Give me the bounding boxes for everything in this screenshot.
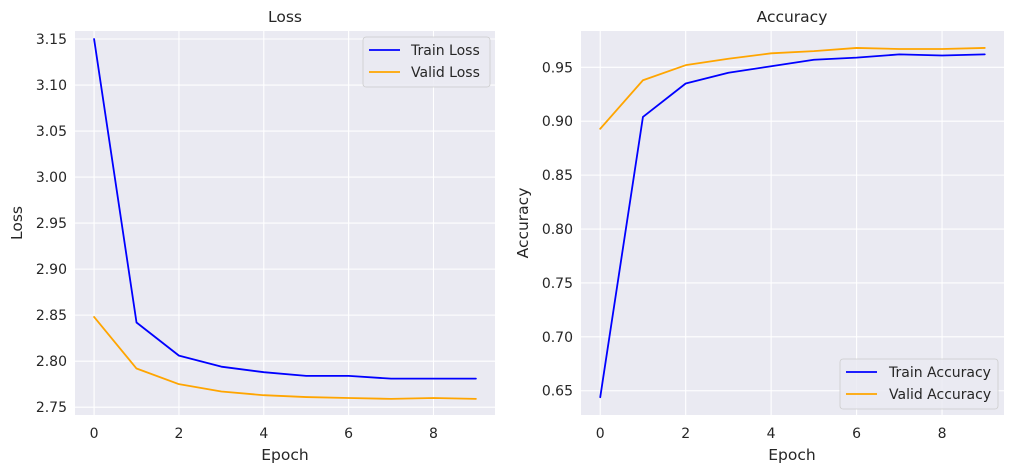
accuracy-x-tick-labels: 0 2 4 6 8 <box>596 426 947 442</box>
loss-legend-label-train: Train Loss <box>410 43 480 59</box>
accuracy-chart-title: Accuracy <box>757 8 828 26</box>
loss-x-tick-label: 4 <box>259 426 268 442</box>
accuracy-lines <box>599 47 986 399</box>
loss-legend: Train Loss Valid Loss <box>362 36 491 88</box>
accuracy-chart-panel: 0.65 0.70 0.75 0.80 0.85 0.90 0.95 0 2 4 6 8 Accur… <box>514 8 1004 464</box>
accuracy-y-tick-label: 0.90 <box>542 114 573 130</box>
loss-y-tick-label: 3.00 <box>36 170 67 186</box>
loss-y-axis-title: Loss <box>8 206 26 240</box>
accuracy-y-tick-label: 0.75 <box>542 276 573 292</box>
loss-y-tick-label: 2.80 <box>36 354 67 370</box>
accuracy-y-tick-label: 0.70 <box>542 330 573 346</box>
loss-series-line-train-loss <box>93 38 477 380</box>
accuracy-y-axis-title: Accuracy <box>514 188 532 259</box>
loss-chart-panel: 2.75 2.80 2.85 2.90 2.95 3.00 3.05 3.10 3.15 0 2 4… <box>8 8 495 464</box>
accuracy-y-tick-label: 0.65 <box>542 384 573 400</box>
loss-y-tick-labels: 2.75 2.80 2.85 2.90 2.95 3.00 3.05 3.10 3.15 <box>36 32 67 416</box>
accuracy-y-tick-label: 0.80 <box>542 222 573 238</box>
loss-y-tick-label: 2.90 <box>36 262 67 278</box>
accuracy-legend-box <box>839 358 999 410</box>
loss-y-tick-label: 3.05 <box>36 124 67 140</box>
accuracy-x-tick-label: 4 <box>767 426 776 442</box>
loss-y-tick-label: 3.10 <box>36 78 67 94</box>
accuracy-x-tick-label: 2 <box>681 426 690 442</box>
accuracy-y-tick-label: 0.95 <box>542 60 573 76</box>
loss-y-tick-label: 3.15 <box>36 32 67 48</box>
accuracy-x-axis-title: Epoch <box>768 446 815 464</box>
loss-y-tick-label: 2.85 <box>36 308 67 324</box>
loss-x-tick-label: 6 <box>344 426 353 442</box>
accuracy-legend-label-train: Train Accuracy <box>888 365 991 381</box>
loss-x-tick-label: 2 <box>174 426 183 442</box>
loss-lines <box>93 38 477 400</box>
loss-series-line-valid-loss <box>93 316 477 400</box>
accuracy-legend-label-valid: Valid Accuracy <box>889 387 991 403</box>
loss-y-tick-label: 2.75 <box>36 400 67 416</box>
accuracy-plot-area <box>581 31 1004 415</box>
accuracy-x-tick-label: 6 <box>852 426 861 442</box>
loss-x-tick-labels: 0 2 4 6 8 <box>90 426 438 442</box>
loss-chart-title: Loss <box>268 8 302 26</box>
accuracy-y-tick-label: 0.85 <box>542 168 573 184</box>
accuracy-x-tick-label: 0 <box>596 426 605 442</box>
accuracy-series-line-valid-accuracy <box>599 47 986 130</box>
loss-x-axis-title: Epoch <box>261 446 308 464</box>
loss-x-tick-label: 0 <box>90 426 99 442</box>
accuracy-series-line-train-accuracy <box>599 53 986 399</box>
loss-x-tick-label: 8 <box>429 426 438 442</box>
accuracy-y-tick-labels: 0.65 0.70 0.75 0.80 0.85 0.90 0.95 <box>542 60 573 399</box>
accuracy-x-tick-label: 8 <box>938 426 947 442</box>
accuracy-legend: Train Accuracy Valid Accuracy <box>839 358 999 410</box>
loss-legend-label-valid: Valid Loss <box>411 65 480 81</box>
loss-y-tick-label: 2.95 <box>36 216 67 232</box>
